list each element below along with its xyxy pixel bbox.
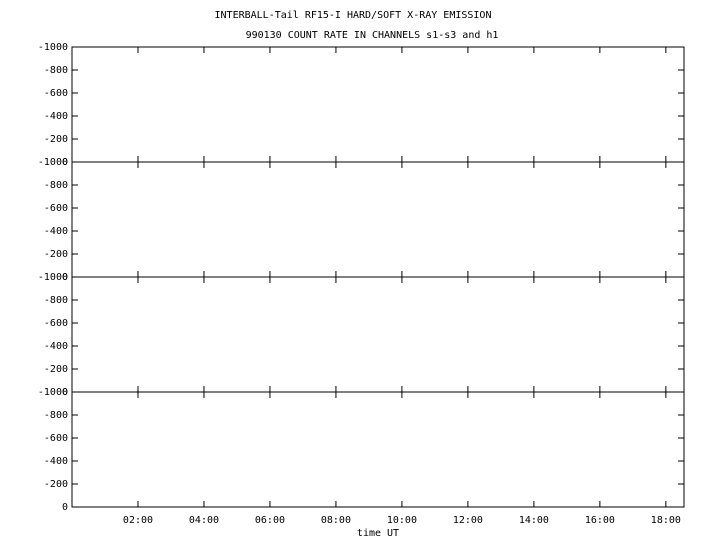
y-tick-label: 0 [62,387,68,398]
y-tick-label: -400 [44,111,68,122]
x-tick-label: 10:00 [387,515,417,526]
x-tick-label: 08:00 [321,515,351,526]
y-tick-label: 0 [62,272,68,283]
panel-frame [71,276,685,393]
y-tick-label: -400 [44,226,68,237]
x-tick-label: 04:00 [189,515,219,526]
y-tick-label: -400 [44,341,68,352]
y-tick-label: -800 [44,65,68,76]
y-tick-label: -200 [44,479,68,490]
y-tick-label: -600 [44,203,68,214]
x-axis-label: time UT [357,528,399,539]
y-tick-label: 0 [62,157,68,168]
y-tick-label: -1000 [38,272,68,283]
y-tick-label: -1000 [38,387,68,398]
x-tick-label: 06:00 [255,515,285,526]
x-tick-label: 18:00 [651,515,681,526]
y-tick-label: -200 [44,249,68,260]
chart-title: INTERBALL-Tail RF15-I HARD/SOFT X-RAY EM… [215,10,492,21]
x-tick-label: 02:00 [123,515,153,526]
chart-subtitle: 990130 COUNT RATE IN CHANNELS s1-s3 and … [246,30,499,41]
panel-frame [71,391,685,508]
y-tick-label: -200 [44,364,68,375]
y-tick-label: -800 [44,180,68,191]
y-tick-label: -800 [44,410,68,421]
y-tick-label: -1000 [38,42,68,53]
y-tick-label: -200 [44,134,68,145]
y-tick-label: 0 [62,502,68,513]
x-tick-label: 14:00 [519,515,549,526]
x-tick-label: 12:00 [453,515,483,526]
y-tick-label: -600 [44,88,68,99]
panel-frame [71,161,685,278]
y-tick-label: -600 [44,318,68,329]
y-tick-label: -600 [44,433,68,444]
y-tick-label: -1000 [38,157,68,168]
panel-frame [71,46,685,163]
x-tick-label: 16:00 [585,515,615,526]
y-tick-label: -800 [44,295,68,306]
y-tick-label: -400 [44,456,68,467]
